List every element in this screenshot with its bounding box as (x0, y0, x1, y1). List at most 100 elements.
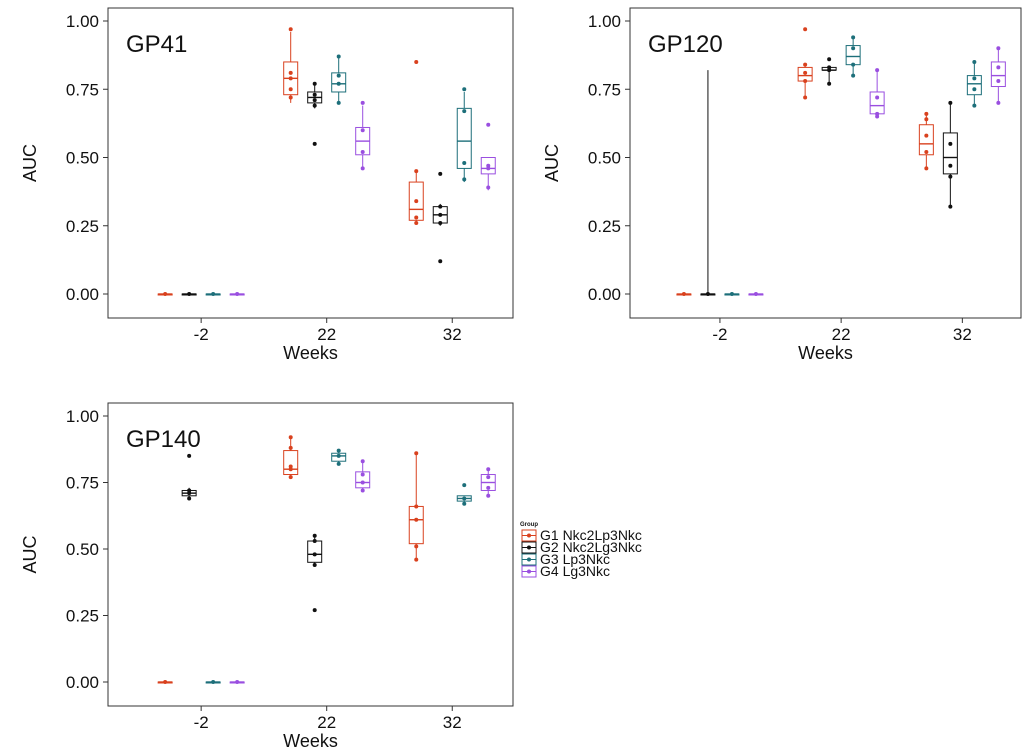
data-point (875, 68, 880, 73)
x-tick-label: -2 (712, 325, 727, 344)
box-2--2 (181, 292, 197, 296)
data-point (414, 504, 419, 509)
data-point (312, 562, 317, 567)
box-4--2 (229, 680, 245, 684)
box (408, 181, 424, 221)
box-2--2 (181, 453, 197, 501)
chart-panel-gp140: 0.00 0.25 0.50 0.75 1.00 -2 22 32 Weeks AUC GP140 (20, 402, 514, 751)
data-point (360, 480, 365, 485)
legend-label: G2 Nkc2Lg3Nkc (540, 539, 642, 555)
data-point (996, 79, 1001, 84)
data-point (336, 461, 341, 466)
x-axis-title: Weeks (283, 343, 338, 363)
y-tick-label: 0.25 (588, 217, 621, 236)
data-point (972, 103, 977, 108)
legend-item-2: G2 Nkc2Lg3Nkc (521, 539, 642, 555)
y-tick-label: 0.25 (66, 217, 99, 236)
data-point (948, 141, 953, 146)
box-3--2 (205, 680, 221, 684)
data-point (875, 111, 880, 116)
box (966, 75, 982, 96)
box (408, 505, 424, 545)
legend-key-dot (527, 533, 531, 538)
legend-title: Group (520, 522, 538, 528)
data-point (211, 680, 216, 684)
data-point (360, 128, 365, 133)
data-point (486, 185, 491, 190)
data-point (414, 451, 419, 456)
box-1-22 (283, 435, 299, 480)
data-point (486, 163, 491, 168)
y-tick-label: 0.50 (588, 149, 621, 168)
x-tick-label: -2 (194, 325, 209, 344)
data-point (462, 483, 467, 488)
box-4-22 (355, 459, 371, 493)
data-point (414, 199, 419, 204)
data-point (803, 79, 808, 84)
data-point (803, 27, 808, 32)
data-point (924, 166, 929, 171)
x-tick-label: 32 (443, 713, 462, 732)
data-point (996, 46, 1001, 51)
data-point (438, 221, 443, 226)
box-1-32 (408, 59, 424, 226)
box-4-32 (480, 467, 496, 498)
x-tick-label: 22 (317, 325, 336, 344)
data-point (486, 122, 491, 127)
legend-item-1: G1 Nkc2Lp3Nkc (521, 527, 642, 543)
data-point (163, 292, 168, 296)
y-axis-title: AUC (20, 144, 40, 182)
chart-panel-gp41: 0.00 0.25 0.50 0.75 1.00 -2 22 32 Weeks AUC GP41 (20, 7, 514, 363)
data-point (414, 557, 419, 562)
data-point (336, 73, 341, 78)
box-4-32 (480, 122, 496, 191)
box-3-22 (331, 54, 347, 105)
y-tick-label: 0.00 (66, 673, 99, 692)
data-point (438, 171, 443, 176)
plot-frame (629, 7, 1022, 319)
data-point (414, 544, 419, 549)
x-tick-label: 32 (953, 325, 972, 344)
data-point (414, 221, 419, 226)
data-point (729, 292, 734, 296)
panel-title: GP120 (648, 31, 723, 58)
box (283, 450, 299, 476)
data-point (235, 680, 240, 684)
data-point (414, 59, 419, 64)
box-2-22 (307, 81, 323, 146)
data-point (288, 95, 293, 100)
box-1-32 (918, 111, 934, 171)
box-2-32 (942, 100, 958, 209)
plot-frame (107, 402, 514, 707)
box-1-22 (283, 27, 299, 103)
data-point (312, 533, 317, 538)
x-tick-label: -2 (194, 713, 209, 732)
data-point (312, 103, 317, 108)
box-3--2 (205, 292, 221, 296)
data-point (312, 92, 317, 97)
y-tick-label: 1.00 (588, 12, 621, 31)
box-1--2 (157, 292, 173, 296)
x-tick-label: 22 (832, 325, 851, 344)
data-point (211, 292, 216, 296)
box-1--2 (676, 292, 692, 296)
data-point (312, 81, 317, 86)
data-point (705, 292, 710, 296)
data-point (803, 95, 808, 100)
data-point (360, 488, 365, 493)
y-tick-label: 0.75 (66, 80, 99, 99)
data-point (924, 111, 929, 116)
box (331, 452, 347, 462)
data-point (753, 292, 758, 296)
box (456, 107, 472, 169)
y-tick-label: 0.00 (66, 285, 99, 304)
data-point (414, 169, 419, 174)
data-point (924, 133, 929, 138)
data-point (827, 57, 832, 62)
data-point (360, 150, 365, 155)
box-2-22 (307, 533, 323, 613)
data-point (288, 27, 293, 32)
data-point (288, 76, 293, 81)
